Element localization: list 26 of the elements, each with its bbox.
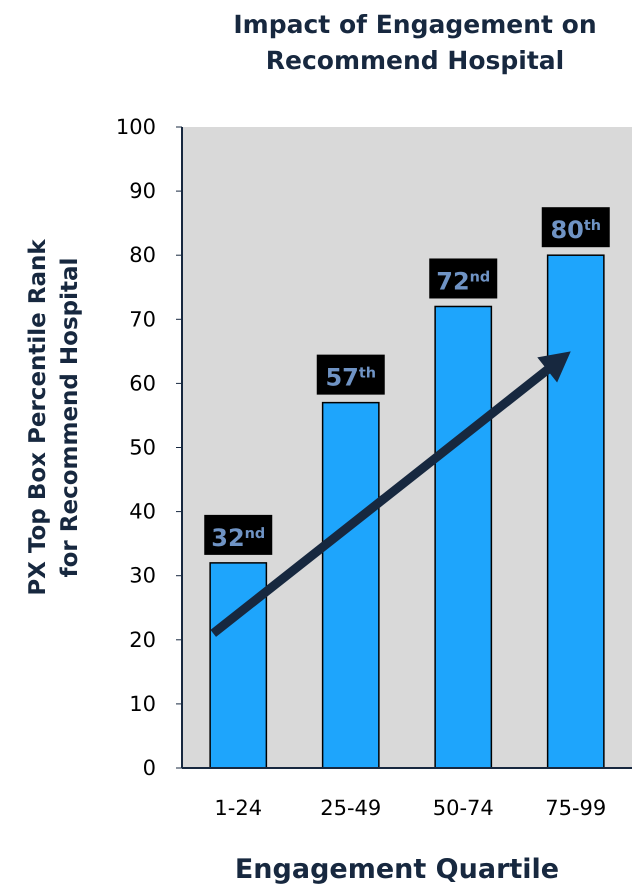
x-axis-title: Engagement Quartile: [234, 854, 560, 885]
y-tick-label: 60: [129, 371, 156, 396]
y-tick-label: 100: [116, 115, 156, 139]
x-tick-label: 75-99: [545, 796, 606, 820]
data-label: 57$^{th}$: [325, 364, 376, 392]
x-tick-label: 1-24: [214, 796, 262, 820]
y-tick-label: 80: [129, 243, 156, 268]
y-tick-label: 10: [129, 692, 156, 716]
bar: [322, 402, 380, 769]
y-tick-label: 40: [129, 500, 156, 524]
data-label: 32$^{nd}$: [211, 524, 266, 552]
x-tick-label: 50-74: [432, 796, 494, 820]
y-tick-label: 20: [129, 628, 156, 652]
y-axis-title: PX Top Box Percentile Rank for Recommend Hospital: [25, 238, 83, 596]
y-tick-label: 30: [129, 564, 156, 588]
y-tick-label: 70: [129, 307, 156, 332]
data-label: 80$^{th}$: [550, 216, 602, 244]
bar: [209, 562, 268, 769]
y-tick-label: 90: [129, 179, 156, 204]
bar: [434, 306, 492, 769]
x-tick-label: 25-49: [320, 796, 382, 820]
y-tick-label: 50: [129, 436, 156, 460]
y-tick-label: 0: [142, 756, 156, 780]
chart-title: Impact of Engagement on Recommend Hospital: [233, 10, 597, 75]
bar: [546, 254, 605, 769]
data-label: 72$^{nd}$: [436, 267, 490, 296]
